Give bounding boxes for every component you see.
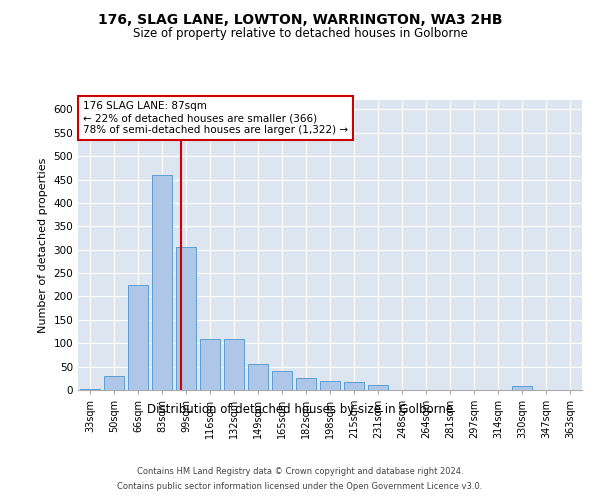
Y-axis label: Number of detached properties: Number of detached properties (38, 158, 48, 332)
Text: Size of property relative to detached houses in Golborne: Size of property relative to detached ho… (133, 28, 467, 40)
Bar (200, 338, 220, 390)
Bar (224, 338, 244, 390)
Text: Distribution of detached houses by size in Golborne: Distribution of detached houses by size … (147, 402, 453, 415)
Bar (176, 248, 196, 390)
Bar (296, 378, 316, 390)
Bar (152, 175, 172, 390)
Text: Contains HM Land Registry data © Crown copyright and database right 2024.: Contains HM Land Registry data © Crown c… (137, 467, 463, 476)
Text: 176, SLAG LANE, LOWTON, WARRINGTON, WA3 2HB: 176, SLAG LANE, LOWTON, WARRINGTON, WA3 … (98, 12, 502, 26)
Bar (104, 376, 124, 390)
Bar (272, 372, 292, 390)
Text: Contains public sector information licensed under the Open Government Licence v3: Contains public sector information licen… (118, 482, 482, 491)
Bar (512, 386, 532, 390)
Text: 176 SLAG LANE: 87sqm
← 22% of detached houses are smaller (366)
78% of semi-deta: 176 SLAG LANE: 87sqm ← 22% of detached h… (83, 102, 348, 134)
Bar (368, 386, 388, 390)
Bar (344, 382, 364, 390)
Bar (128, 285, 148, 390)
Bar (320, 380, 340, 390)
Bar (80, 389, 100, 390)
Bar (248, 364, 268, 390)
